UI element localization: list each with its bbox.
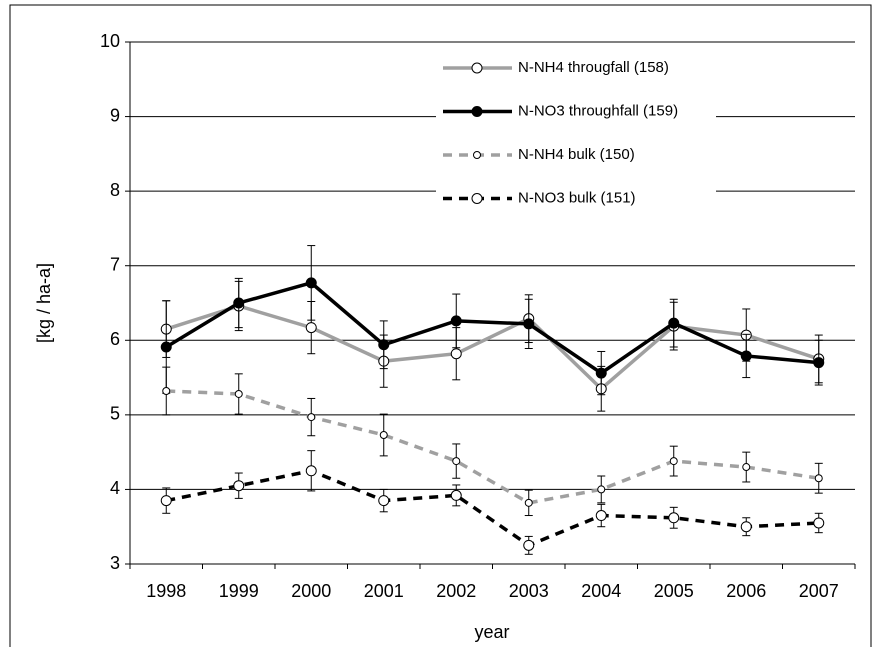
data-point bbox=[523, 539, 535, 551]
x-tick-label: 1998 bbox=[146, 581, 186, 601]
data-point bbox=[668, 317, 680, 329]
x-axis-label: year bbox=[474, 622, 509, 642]
y-tick-label: 3 bbox=[110, 553, 120, 573]
data-point bbox=[595, 367, 607, 379]
data-point bbox=[524, 498, 533, 507]
legend-marker bbox=[473, 151, 481, 159]
data-point bbox=[378, 339, 390, 351]
series-line bbox=[165, 468, 819, 548]
data-point bbox=[813, 357, 825, 369]
data-point bbox=[450, 315, 462, 327]
data-point bbox=[379, 430, 388, 439]
data-point bbox=[814, 474, 823, 483]
legend-marker bbox=[471, 106, 483, 117]
data-point bbox=[162, 386, 171, 395]
legend-label: N-NH4 bulk (150) bbox=[518, 146, 635, 163]
y-tick-label: 5 bbox=[110, 404, 120, 424]
legend-label: N-NO3 throughfall (159) bbox=[518, 102, 678, 119]
y-axis-label: [kg / ha-a] bbox=[34, 263, 54, 343]
legend-label: N-NO3 bulk (151) bbox=[518, 189, 636, 206]
data-point bbox=[160, 341, 172, 353]
data-point bbox=[669, 457, 678, 466]
data-point bbox=[160, 495, 172, 507]
data-point bbox=[378, 495, 390, 507]
data-point bbox=[305, 277, 317, 289]
legend-marker bbox=[471, 62, 483, 74]
x-tick-label: 1999 bbox=[219, 581, 259, 601]
y-tick-label: 6 bbox=[110, 329, 120, 349]
data-point bbox=[523, 318, 535, 330]
x-tick-label: 2002 bbox=[436, 581, 476, 601]
data-point bbox=[233, 297, 245, 309]
x-tick-label: 2001 bbox=[364, 581, 404, 601]
data-point bbox=[450, 489, 462, 501]
x-tick-label: 2006 bbox=[726, 581, 766, 601]
data-point bbox=[668, 512, 680, 524]
data-point bbox=[595, 510, 607, 522]
data-point bbox=[740, 521, 752, 533]
data-point bbox=[233, 480, 245, 492]
x-tick-label: 2005 bbox=[654, 581, 694, 601]
y-tick-label: 9 bbox=[110, 105, 120, 125]
data-point bbox=[305, 465, 317, 477]
data-point bbox=[742, 463, 751, 472]
legend-box bbox=[436, 45, 716, 225]
x-tick-label: 2004 bbox=[581, 581, 621, 601]
data-point bbox=[597, 485, 606, 494]
data-point bbox=[740, 350, 752, 362]
legend-label: N-NH4 througfall (158) bbox=[518, 59, 669, 76]
series-line bbox=[165, 280, 819, 376]
y-tick-label: 4 bbox=[110, 478, 120, 498]
legend-marker bbox=[471, 193, 483, 204]
data-point bbox=[452, 457, 461, 466]
y-tick-label: 7 bbox=[110, 254, 120, 274]
series-line bbox=[166, 389, 820, 505]
y-tick-label: 10 bbox=[100, 31, 120, 51]
y-tick-label: 8 bbox=[110, 180, 120, 200]
data-point bbox=[234, 389, 243, 398]
x-tick-label: 2003 bbox=[509, 581, 549, 601]
data-point bbox=[305, 322, 317, 334]
data-point bbox=[813, 517, 825, 529]
x-tick-label: 2000 bbox=[291, 581, 331, 601]
data-point bbox=[450, 348, 462, 360]
x-tick-label: 2007 bbox=[799, 581, 839, 601]
series-line bbox=[165, 304, 820, 392]
data-point bbox=[307, 413, 316, 422]
